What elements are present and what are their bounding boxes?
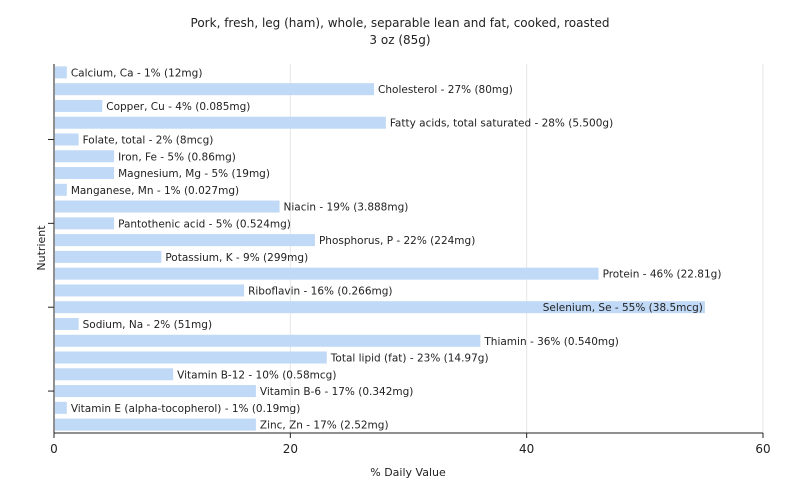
bar-label-17: Total lipid (fat) - 23% (14.97g) [330, 353, 489, 365]
bar-3 [55, 116, 386, 129]
bar-5 [55, 150, 115, 163]
bar-14 [55, 301, 705, 314]
bar-label-5: Iron, Fe - 5% (0.86mg) [118, 151, 236, 163]
bar-1 [55, 83, 375, 96]
bar-label-11: Potassium, K - 9% (299mg) [165, 252, 308, 264]
bar-11 [55, 250, 162, 263]
bar-label-21: Zinc, Zn - 17% (2.52mg) [260, 420, 389, 432]
bar-label-0: Calcium, Ca - 1% (12mg) [71, 67, 203, 79]
bar-label-3: Fatty acids, total saturated - 28% (5.50… [390, 118, 613, 130]
bar-label-15: Sodium, Na - 2% (51mg) [83, 319, 212, 331]
axes: 0 20 40 60 [48, 64, 771, 456]
bar-label-16: Thiamin - 36% (0.540mg) [483, 336, 619, 348]
bar-6 [55, 167, 115, 180]
bar-10 [55, 234, 315, 247]
bar-labels: Calcium, Ca - 1% (12mg) Cholesterol - 27%… [71, 67, 722, 431]
bar-label-4: Folate, total - 2% (8mcg) [83, 134, 214, 146]
x-tick-label-2: 40 [519, 442, 534, 456]
bar-16 [55, 334, 481, 347]
bar-17 [55, 351, 327, 364]
bar-label-1: Cholesterol - 27% (80mg) [378, 84, 513, 96]
bar-18 [55, 368, 174, 381]
bar-20 [55, 401, 67, 414]
bar-7 [55, 183, 67, 196]
bar-label-13: Riboflavin - 16% (0.266mg) [248, 285, 392, 297]
bar-label-2: Copper, Cu - 4% (0.085mg) [106, 101, 250, 113]
x-axis-label: % Daily Value [370, 466, 446, 479]
bar-label-7: Manganese, Mn - 1% (0.027mg) [71, 185, 239, 197]
bar-2 [55, 99, 103, 112]
bar-19 [55, 385, 256, 398]
bar-0 [55, 66, 67, 79]
bar-21 [55, 418, 256, 431]
bar-label-14: Selenium, Se - 55% (38.5mcg) [543, 302, 703, 314]
bar-label-10: Phosphorus, P - 22% (224mg) [319, 235, 475, 247]
bar-label-9: Pantothenic acid - 5% (0.524mg) [118, 218, 291, 230]
bars [55, 66, 705, 431]
chart-title: Pork, fresh, leg (ham), whole, separable… [191, 16, 610, 30]
x-tick-label-3: 60 [755, 442, 770, 456]
x-tick-label-1: 20 [283, 442, 298, 456]
chart-subtitle: 3 oz (85g) [369, 33, 430, 47]
bar-label-8: Niacin - 19% (3.888mg) [284, 202, 409, 214]
bar-15 [55, 317, 79, 330]
bar-13 [55, 284, 245, 297]
x-tick-label-0: 0 [50, 442, 58, 456]
bar-4 [55, 133, 79, 146]
bar-label-19: Vitamin B-6 - 17% (0.342mg) [260, 386, 414, 398]
bar-8 [55, 200, 280, 213]
bar-9 [55, 217, 115, 230]
bar-label-18: Vitamin B-12 - 10% (0.58mcg) [177, 369, 336, 381]
bar-label-12: Protein - 46% (22.81g) [603, 269, 722, 281]
bar-12 [55, 267, 599, 280]
bar-label-6: Magnesium, Mg - 5% (19mg) [118, 168, 270, 180]
y-axis-label: Nutrient [35, 225, 48, 271]
bar-label-20: Vitamin E (alpha-tocopherol) - 1% (0.19m… [71, 403, 300, 415]
